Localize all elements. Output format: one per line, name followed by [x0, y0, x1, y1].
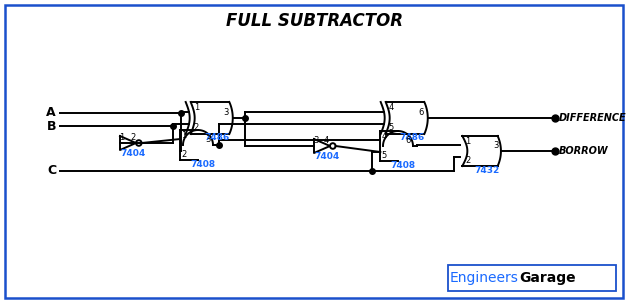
Text: DIFFERENCE: DIFFERENCE — [559, 113, 627, 123]
Text: 4: 4 — [389, 103, 394, 112]
Text: 7404: 7404 — [314, 152, 339, 161]
Text: A: A — [46, 106, 56, 119]
Text: 7408: 7408 — [390, 161, 415, 170]
Text: 7404: 7404 — [120, 149, 145, 158]
Text: 2: 2 — [181, 150, 187, 159]
Text: 3: 3 — [224, 108, 229, 117]
Text: 7432: 7432 — [474, 166, 499, 175]
Text: FULL SUBTRACTOR: FULL SUBTRACTOR — [225, 12, 403, 30]
Text: 7486: 7486 — [204, 133, 229, 142]
Text: 5: 5 — [381, 151, 387, 160]
Text: 6: 6 — [419, 108, 424, 117]
Text: 3: 3 — [205, 135, 210, 144]
Text: 3: 3 — [493, 141, 498, 150]
Text: 1: 1 — [181, 131, 187, 140]
Text: 1: 1 — [193, 103, 199, 112]
Text: 4: 4 — [324, 136, 329, 145]
Text: B: B — [46, 119, 56, 132]
FancyBboxPatch shape — [448, 265, 616, 291]
Text: 7408: 7408 — [190, 160, 215, 169]
Text: C: C — [47, 165, 56, 178]
Text: 2: 2 — [130, 133, 135, 142]
Text: 4: 4 — [381, 132, 387, 141]
Text: BORROW: BORROW — [559, 146, 609, 156]
Text: 6: 6 — [405, 136, 410, 145]
Text: 2: 2 — [465, 156, 470, 165]
Text: 1: 1 — [119, 133, 124, 142]
Text: 7486: 7486 — [399, 133, 425, 142]
Text: Garage: Garage — [519, 271, 576, 285]
Text: 5: 5 — [389, 123, 394, 132]
Text: Engineers: Engineers — [450, 271, 519, 285]
Text: 3: 3 — [313, 136, 318, 145]
Text: 2: 2 — [193, 123, 199, 132]
Text: 1: 1 — [465, 137, 470, 146]
